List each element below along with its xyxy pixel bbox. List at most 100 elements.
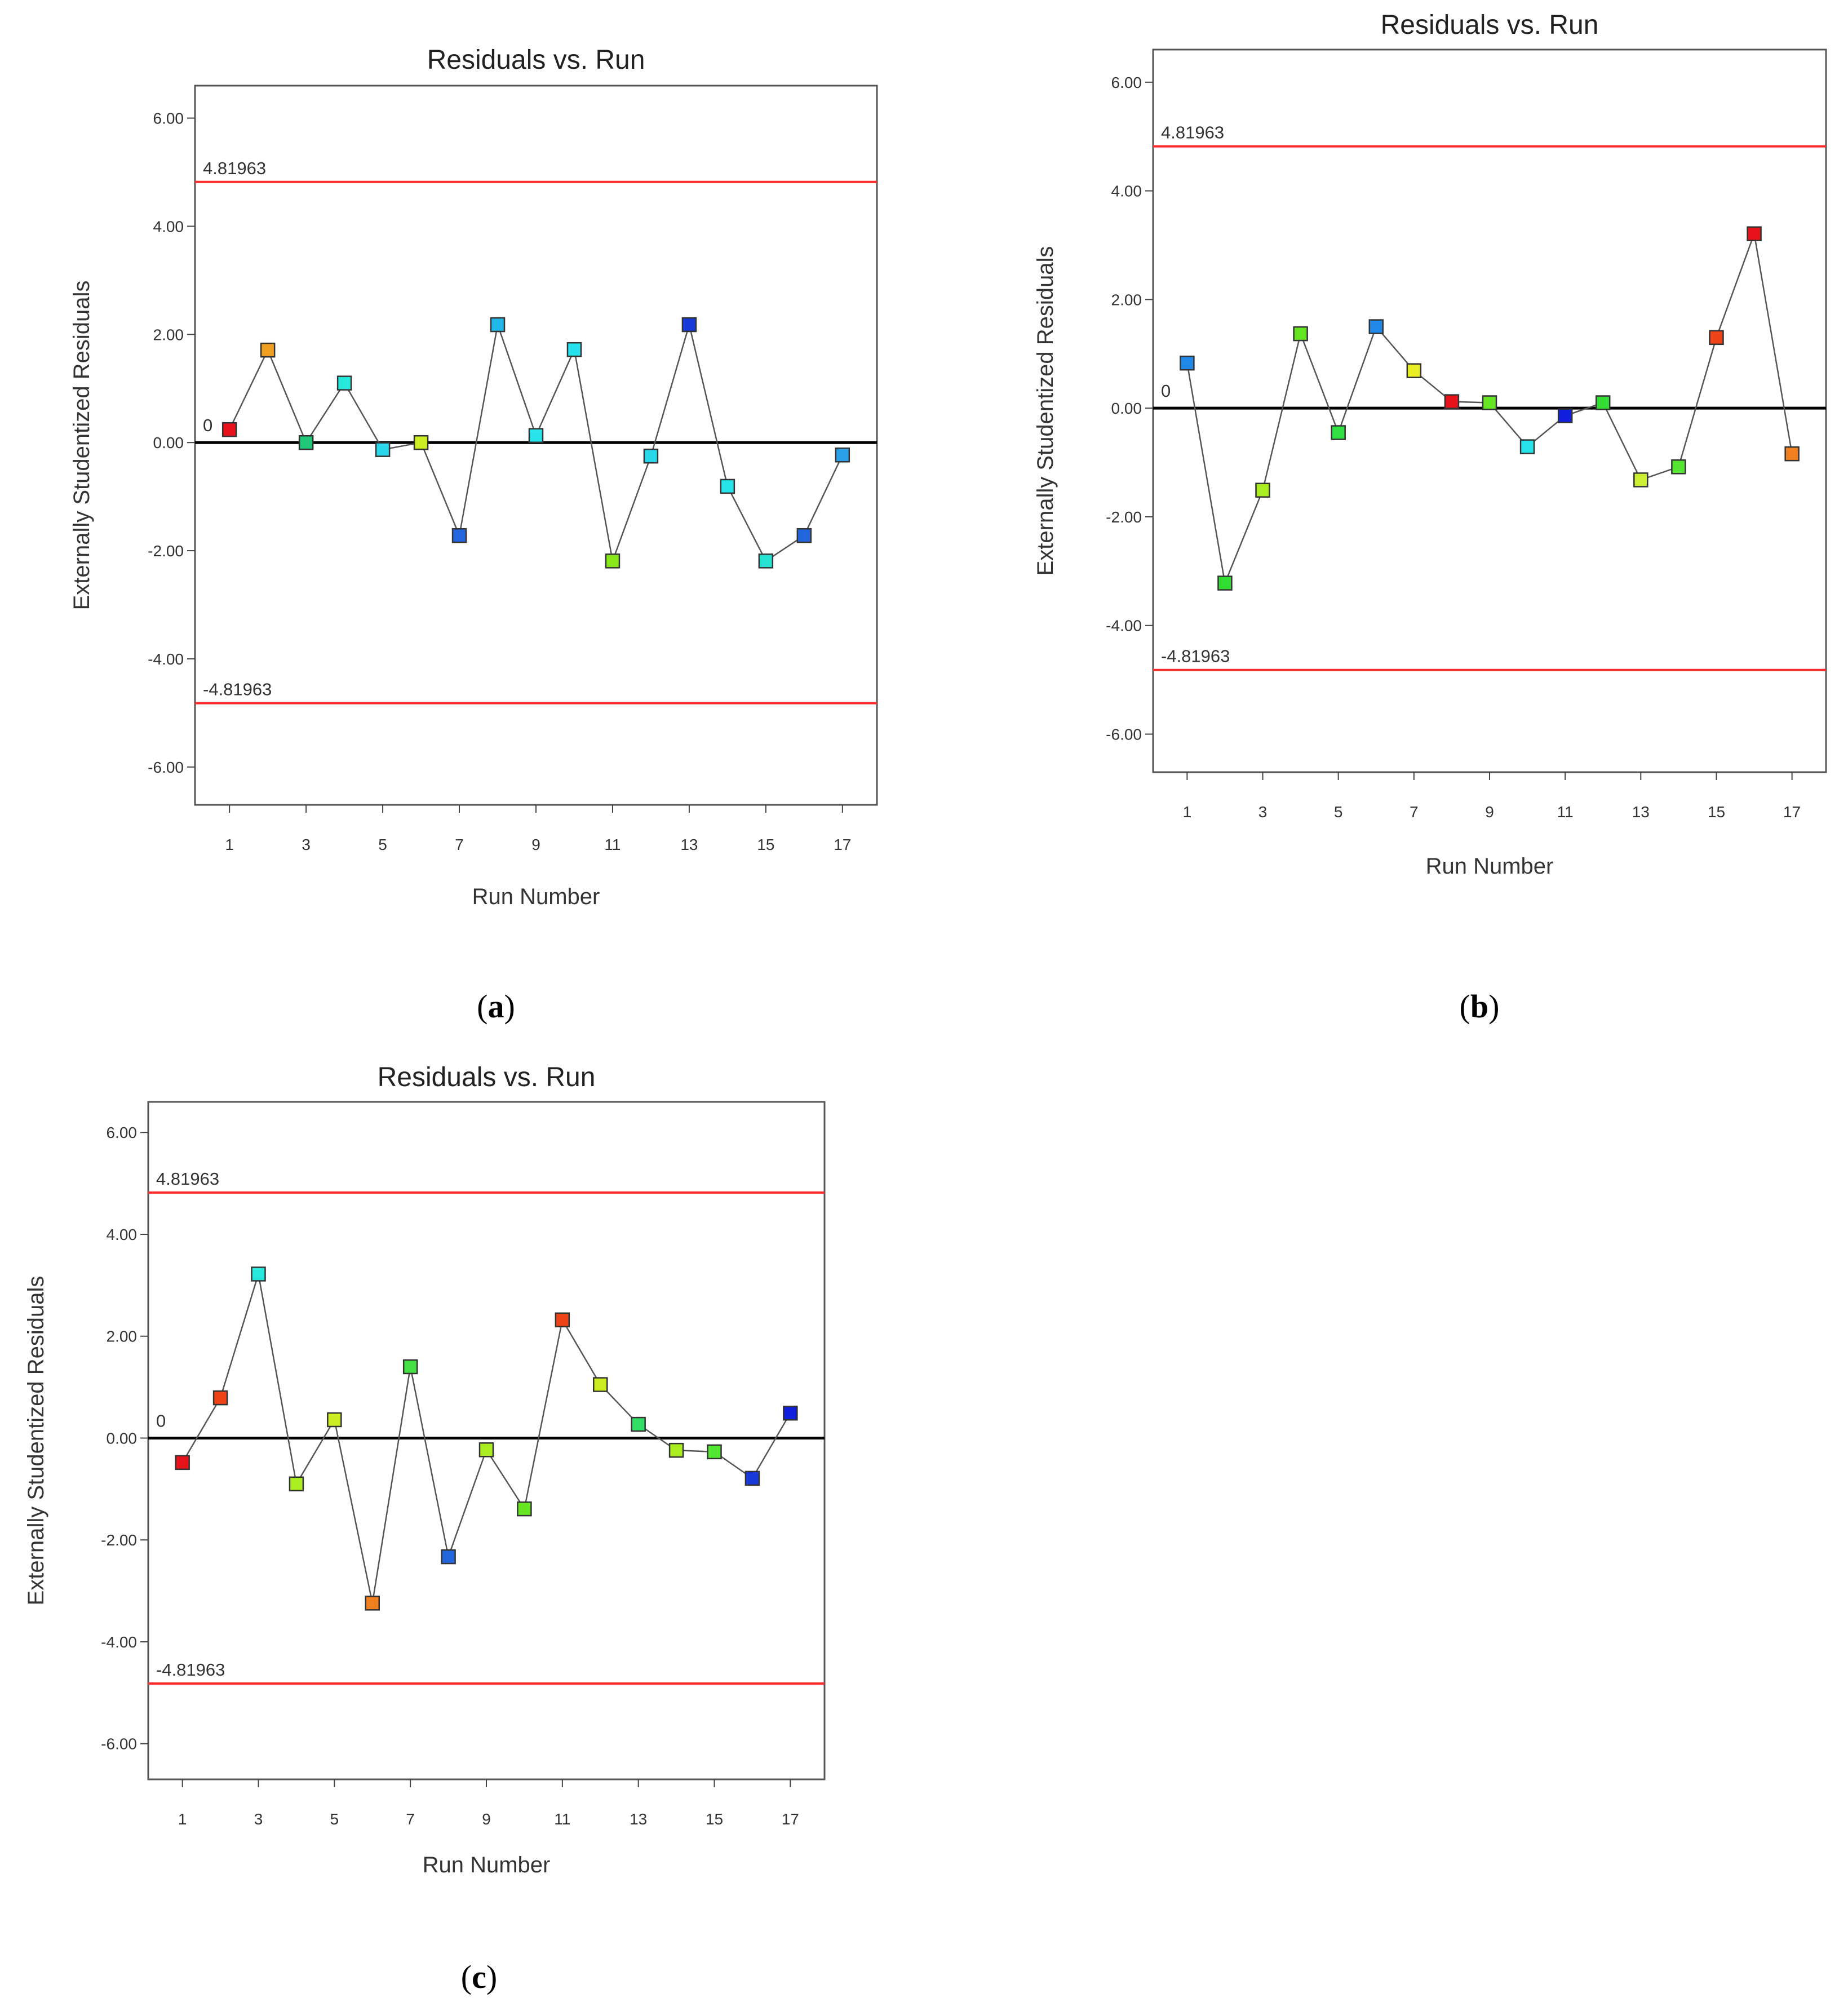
zero-line-label: 0 — [203, 415, 212, 435]
y-tick-label: -4.00 — [101, 1633, 137, 1651]
data-point-run-14 — [668, 1442, 684, 1458]
caption-paren-close: ) — [486, 1959, 497, 1995]
x-tick-label: 11 — [1557, 803, 1574, 821]
lower-limit-label: -4.81963 — [156, 1660, 225, 1680]
panel-caption: (c) — [461, 1959, 497, 1995]
x-tick-label: 17 — [834, 836, 851, 853]
x-tick-label: 11 — [604, 836, 621, 853]
x-tick-label: 13 — [630, 1810, 647, 1828]
panel-a-chart: Residuals vs. Run 6.00 4.00 2.00 0.00 -2.00 -4… — [69, 45, 878, 1025]
data-point-run-5 — [1331, 425, 1346, 440]
x-tick-label: 5 — [1334, 803, 1343, 821]
data-point-run-12 — [643, 448, 659, 464]
data-point-run-9 — [1482, 395, 1497, 410]
data-point-run-7 — [1406, 363, 1422, 378]
y-axis-title: Externally Studentized Residuals — [24, 1276, 48, 1606]
x-tick-label: 1 — [225, 836, 234, 853]
data-point-run-6 — [1368, 319, 1384, 334]
x-axis-title: Run Number — [472, 884, 600, 909]
caption-paren-open: ( — [1460, 988, 1470, 1025]
x-tick-label: 7 — [455, 836, 464, 853]
data-point-run-2 — [212, 1390, 228, 1406]
y-tick-label: 0.00 — [1111, 400, 1142, 417]
data-point-run-12 — [592, 1377, 608, 1392]
data-point-run-17 — [783, 1405, 798, 1421]
lower-limit-label: -4.81963 — [1161, 646, 1230, 666]
data-point-run-8 — [441, 1549, 456, 1565]
data-point-run-7 — [451, 528, 467, 543]
data-point-run-2 — [1217, 575, 1233, 591]
lower-limit-label: -4.81963 — [203, 680, 272, 699]
data-point-run-6 — [365, 1596, 380, 1611]
upper-limit-label: 4.81963 — [203, 158, 266, 178]
x-tick-label: 9 — [482, 1810, 491, 1828]
data-point-run-10 — [1519, 439, 1535, 454]
upper-limit-label: 4.81963 — [1161, 123, 1224, 143]
data-point-run-17 — [1784, 446, 1800, 462]
data-point-run-2 — [260, 342, 276, 358]
y-tick-label: 4.00 — [153, 218, 184, 235]
data-point-run-4 — [1293, 326, 1308, 342]
caption-letter: a — [488, 988, 504, 1025]
data-point-run-11 — [1557, 408, 1573, 423]
x-tick-label: 3 — [302, 836, 311, 853]
data-point-run-16 — [1747, 226, 1762, 242]
x-tick-label: 13 — [680, 836, 698, 853]
data-point-run-16 — [796, 528, 812, 543]
y-tick-label: 2.00 — [1111, 291, 1142, 308]
y-tick-label: 0.00 — [153, 434, 184, 451]
data-point-run-4 — [289, 1476, 304, 1492]
x-tick-label: 17 — [1783, 803, 1801, 821]
x-tick-label: 1 — [1183, 803, 1192, 821]
data-point-run-16 — [744, 1470, 760, 1486]
data-point-run-1 — [175, 1455, 190, 1470]
y-tick-label: 6.00 — [153, 110, 184, 127]
y-tick-label: 4.00 — [107, 1226, 138, 1243]
data-point-run-12 — [1595, 395, 1611, 410]
chart-title: Residuals vs. Run — [378, 1062, 596, 1092]
data-point-run-15 — [707, 1444, 722, 1460]
data-point-run-5 — [375, 442, 391, 457]
data-point-run-13 — [1633, 472, 1648, 488]
x-tick-label: 15 — [1708, 803, 1725, 821]
x-tick-label: 15 — [757, 836, 774, 853]
y-tick-label: -6.00 — [1106, 726, 1142, 743]
chart-title: Residuals vs. Run — [1381, 10, 1599, 40]
data-point-run-3 — [298, 435, 314, 450]
caption-letter: b — [1470, 988, 1488, 1025]
y-axis-title: Externally Studentized Residuals — [1033, 246, 1058, 576]
data-point-run-9 — [528, 428, 544, 443]
x-tick-label: 11 — [554, 1810, 570, 1828]
x-tick-label: 7 — [406, 1810, 415, 1828]
caption-paren-open: ( — [477, 988, 488, 1025]
y-tick-label: -2.00 — [1106, 508, 1142, 526]
data-point-run-1 — [221, 422, 237, 437]
x-tick-label: 7 — [1410, 803, 1419, 821]
panel-b-chart: Residuals vs. Run 6.00 4.00 2.00 0.00 -2.00 -4… — [1033, 10, 1827, 1025]
data-point-run-14 — [1671, 459, 1686, 475]
data-point-run-3 — [251, 1266, 266, 1282]
x-tick-label: 17 — [782, 1810, 799, 1828]
data-point-run-17 — [835, 448, 850, 463]
x-tick-label: 5 — [330, 1810, 339, 1828]
x-axis-title: Run Number — [1426, 854, 1554, 879]
data-point-run-14 — [720, 479, 735, 494]
y-tick-label: -4.00 — [148, 650, 184, 668]
data-point-run-5 — [327, 1412, 342, 1428]
caption-paren-close: ) — [504, 988, 515, 1025]
data-point-run-13 — [631, 1416, 646, 1432]
x-tick-label: 3 — [1258, 803, 1268, 821]
y-tick-label: -4.00 — [1106, 617, 1142, 635]
panel-caption: (b) — [1460, 988, 1500, 1025]
chart-title: Residuals vs. Run — [427, 45, 645, 75]
y-tick-label: -6.00 — [101, 1735, 137, 1753]
caption-letter: c — [472, 1959, 486, 1995]
panel-c-chart: Residuals vs. Run 6.00 4.00 2.00 0.00 -2.00 -4… — [24, 1062, 826, 1995]
x-tick-label: 5 — [378, 836, 387, 853]
data-point-run-13 — [681, 317, 697, 333]
x-tick-label: 1 — [178, 1810, 187, 1828]
y-tick-label: 6.00 — [1111, 74, 1142, 91]
x-tick-label: 13 — [1632, 803, 1650, 821]
data-point-run-9 — [478, 1442, 494, 1458]
